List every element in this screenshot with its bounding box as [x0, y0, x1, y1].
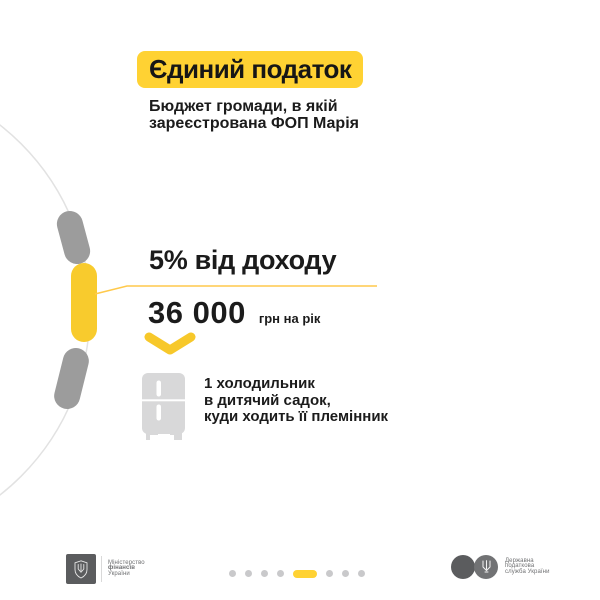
callout-line [94, 285, 377, 295]
pagination-dot[interactable] [261, 570, 268, 577]
pagination-dot[interactable] [326, 570, 333, 577]
amount-unit: грн на рік [258, 311, 321, 326]
tax-service-label: Державна податкова служба України [505, 557, 550, 575]
amount-row: 36 000 грн на рік [148, 295, 320, 331]
pagination-dot[interactable] [277, 570, 284, 577]
ministry-label-line: фінансів [108, 565, 135, 572]
item-description: 1 холодильник в дитячий садок, куди ходи… [204, 375, 389, 426]
tax-emblem-circle [474, 555, 498, 579]
ministry-label: Міністерство фінансів України [108, 559, 145, 577]
pagination-dot[interactable] [358, 570, 365, 577]
item-line: в дитячий садок, [204, 391, 331, 409]
ministry-of-finance-logo: Міністерство фінансів України [66, 554, 145, 584]
ministry-label-line: Міністерство [108, 559, 145, 566]
pagination-dot[interactable] [342, 570, 349, 577]
ministry-label-line: України [108, 570, 130, 577]
pagination-dot[interactable] [245, 570, 252, 577]
subtitle-line: зареєстрована ФОП Марія [149, 115, 359, 132]
item-line: 1 холодильник [204, 375, 315, 392]
ring-arc-line [0, 124, 91, 496]
subtitle-line: Бюджет громади, в якій [149, 98, 338, 115]
chevron-down-icon [144, 332, 196, 355]
ring-segment-top [56, 210, 91, 265]
logo-divider [101, 556, 102, 582]
ring-segment-active [71, 263, 97, 342]
item-line: куди ходить її племінник [204, 408, 389, 425]
carousel-pagination [229, 569, 365, 578]
ukraine-trident-emblem-icon [74, 559, 88, 578]
ukraine-trident-emblem-icon [482, 559, 490, 572]
tax-label-line: податкова [505, 563, 535, 570]
tax-label-line: служба України [505, 568, 550, 575]
pagination-dot[interactable] [229, 570, 236, 577]
pagination-active-pill[interactable] [293, 569, 317, 578]
tax-label-line: Державна [505, 557, 534, 564]
ring-segment-bottom [54, 348, 89, 409]
subtitle: Бюджет громади, в якій зареєстрована ФОП… [149, 98, 359, 132]
page-title: Єдиний податок [149, 54, 352, 84]
rate-heading: 5% від доходу [149, 245, 337, 275]
tax-service-logo: Державна податкова служба України [451, 555, 550, 579]
ministry-emblem-square [66, 554, 96, 584]
title-highlight-box: Єдиний податок [137, 51, 364, 88]
amount-value: 36 000 [148, 295, 246, 330]
tax-logo-circle [451, 555, 475, 579]
refrigerator-icon [142, 373, 185, 443]
